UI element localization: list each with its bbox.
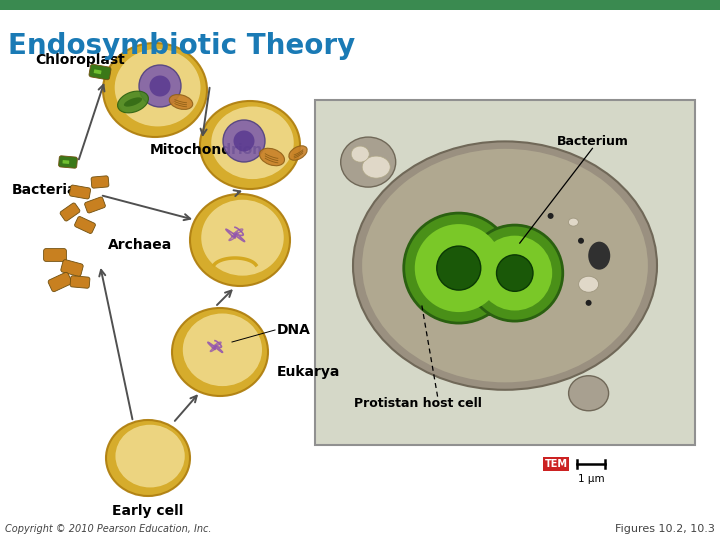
- Text: Chloroplast: Chloroplast: [35, 53, 125, 67]
- FancyBboxPatch shape: [84, 197, 105, 213]
- Ellipse shape: [289, 146, 307, 160]
- Circle shape: [150, 76, 171, 97]
- Ellipse shape: [172, 308, 268, 396]
- Circle shape: [223, 120, 265, 162]
- FancyBboxPatch shape: [44, 248, 66, 261]
- Text: Protistan host cell: Protistan host cell: [354, 397, 482, 410]
- Ellipse shape: [362, 156, 390, 178]
- Text: DNA: DNA: [277, 323, 311, 337]
- FancyBboxPatch shape: [60, 260, 84, 276]
- Ellipse shape: [446, 298, 458, 308]
- Ellipse shape: [259, 148, 284, 166]
- Text: Eukarya: Eukarya: [277, 365, 341, 379]
- Ellipse shape: [353, 141, 657, 390]
- Text: Copyright © 2010 Pearson Education, Inc.: Copyright © 2010 Pearson Education, Inc.: [5, 524, 212, 534]
- FancyBboxPatch shape: [94, 69, 102, 74]
- FancyBboxPatch shape: [91, 176, 109, 188]
- FancyBboxPatch shape: [69, 185, 91, 199]
- Circle shape: [497, 255, 533, 291]
- Circle shape: [487, 310, 492, 316]
- Text: 1 μm: 1 μm: [577, 474, 604, 484]
- FancyBboxPatch shape: [63, 160, 69, 164]
- Circle shape: [437, 246, 481, 290]
- Circle shape: [233, 131, 254, 152]
- Text: Bacteria: Bacteria: [12, 183, 78, 197]
- Ellipse shape: [114, 49, 200, 126]
- Circle shape: [139, 65, 181, 107]
- Ellipse shape: [579, 276, 598, 292]
- Text: Figures 10.2, 10.3: Figures 10.2, 10.3: [615, 524, 715, 534]
- FancyBboxPatch shape: [70, 276, 90, 288]
- Ellipse shape: [341, 137, 396, 187]
- Text: TEM: TEM: [544, 459, 567, 469]
- FancyBboxPatch shape: [58, 156, 77, 168]
- Ellipse shape: [183, 314, 262, 386]
- Ellipse shape: [588, 242, 611, 269]
- Ellipse shape: [568, 218, 578, 226]
- Ellipse shape: [200, 101, 300, 189]
- Circle shape: [585, 300, 592, 306]
- Ellipse shape: [202, 200, 284, 275]
- Circle shape: [477, 235, 552, 310]
- Text: Bacterium: Bacterium: [557, 135, 629, 148]
- Text: Endosymbiotic Theory: Endosymbiotic Theory: [8, 32, 355, 60]
- Ellipse shape: [190, 194, 290, 286]
- FancyBboxPatch shape: [315, 100, 695, 445]
- Circle shape: [548, 213, 554, 219]
- Ellipse shape: [362, 149, 648, 382]
- Circle shape: [404, 213, 514, 323]
- FancyBboxPatch shape: [89, 64, 111, 80]
- Ellipse shape: [211, 106, 294, 179]
- Ellipse shape: [117, 91, 148, 113]
- FancyBboxPatch shape: [0, 0, 720, 10]
- Ellipse shape: [413, 233, 431, 248]
- FancyBboxPatch shape: [60, 203, 80, 221]
- Circle shape: [578, 238, 584, 244]
- Text: Early cell: Early cell: [112, 504, 184, 518]
- Ellipse shape: [169, 94, 193, 110]
- Ellipse shape: [351, 146, 369, 162]
- Text: Archaea: Archaea: [108, 238, 172, 252]
- Circle shape: [415, 224, 503, 312]
- Ellipse shape: [569, 376, 608, 411]
- FancyBboxPatch shape: [48, 272, 72, 292]
- Ellipse shape: [115, 425, 185, 488]
- Text: Mitochondrion: Mitochondrion: [150, 143, 263, 157]
- Ellipse shape: [124, 97, 142, 106]
- Ellipse shape: [103, 43, 207, 137]
- Circle shape: [525, 306, 531, 312]
- Ellipse shape: [106, 420, 190, 496]
- FancyBboxPatch shape: [75, 217, 96, 233]
- FancyBboxPatch shape: [543, 457, 569, 471]
- Circle shape: [467, 225, 563, 321]
